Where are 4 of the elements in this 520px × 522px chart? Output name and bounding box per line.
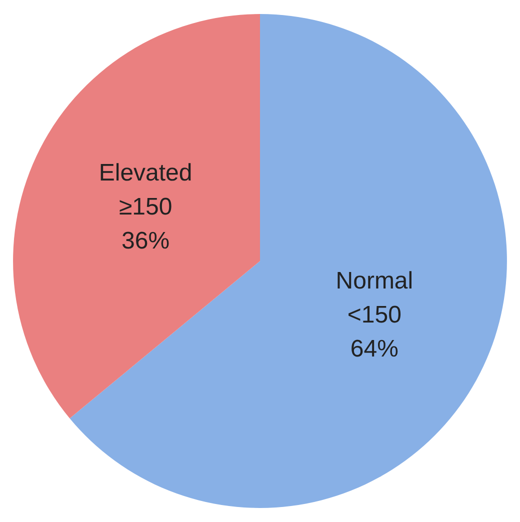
data-label: 64% [350,335,398,362]
slice-label: Normal <150 [336,267,414,328]
slice-label: Elevated ≥150 [98,160,192,221]
data-label: 36% [122,228,170,255]
